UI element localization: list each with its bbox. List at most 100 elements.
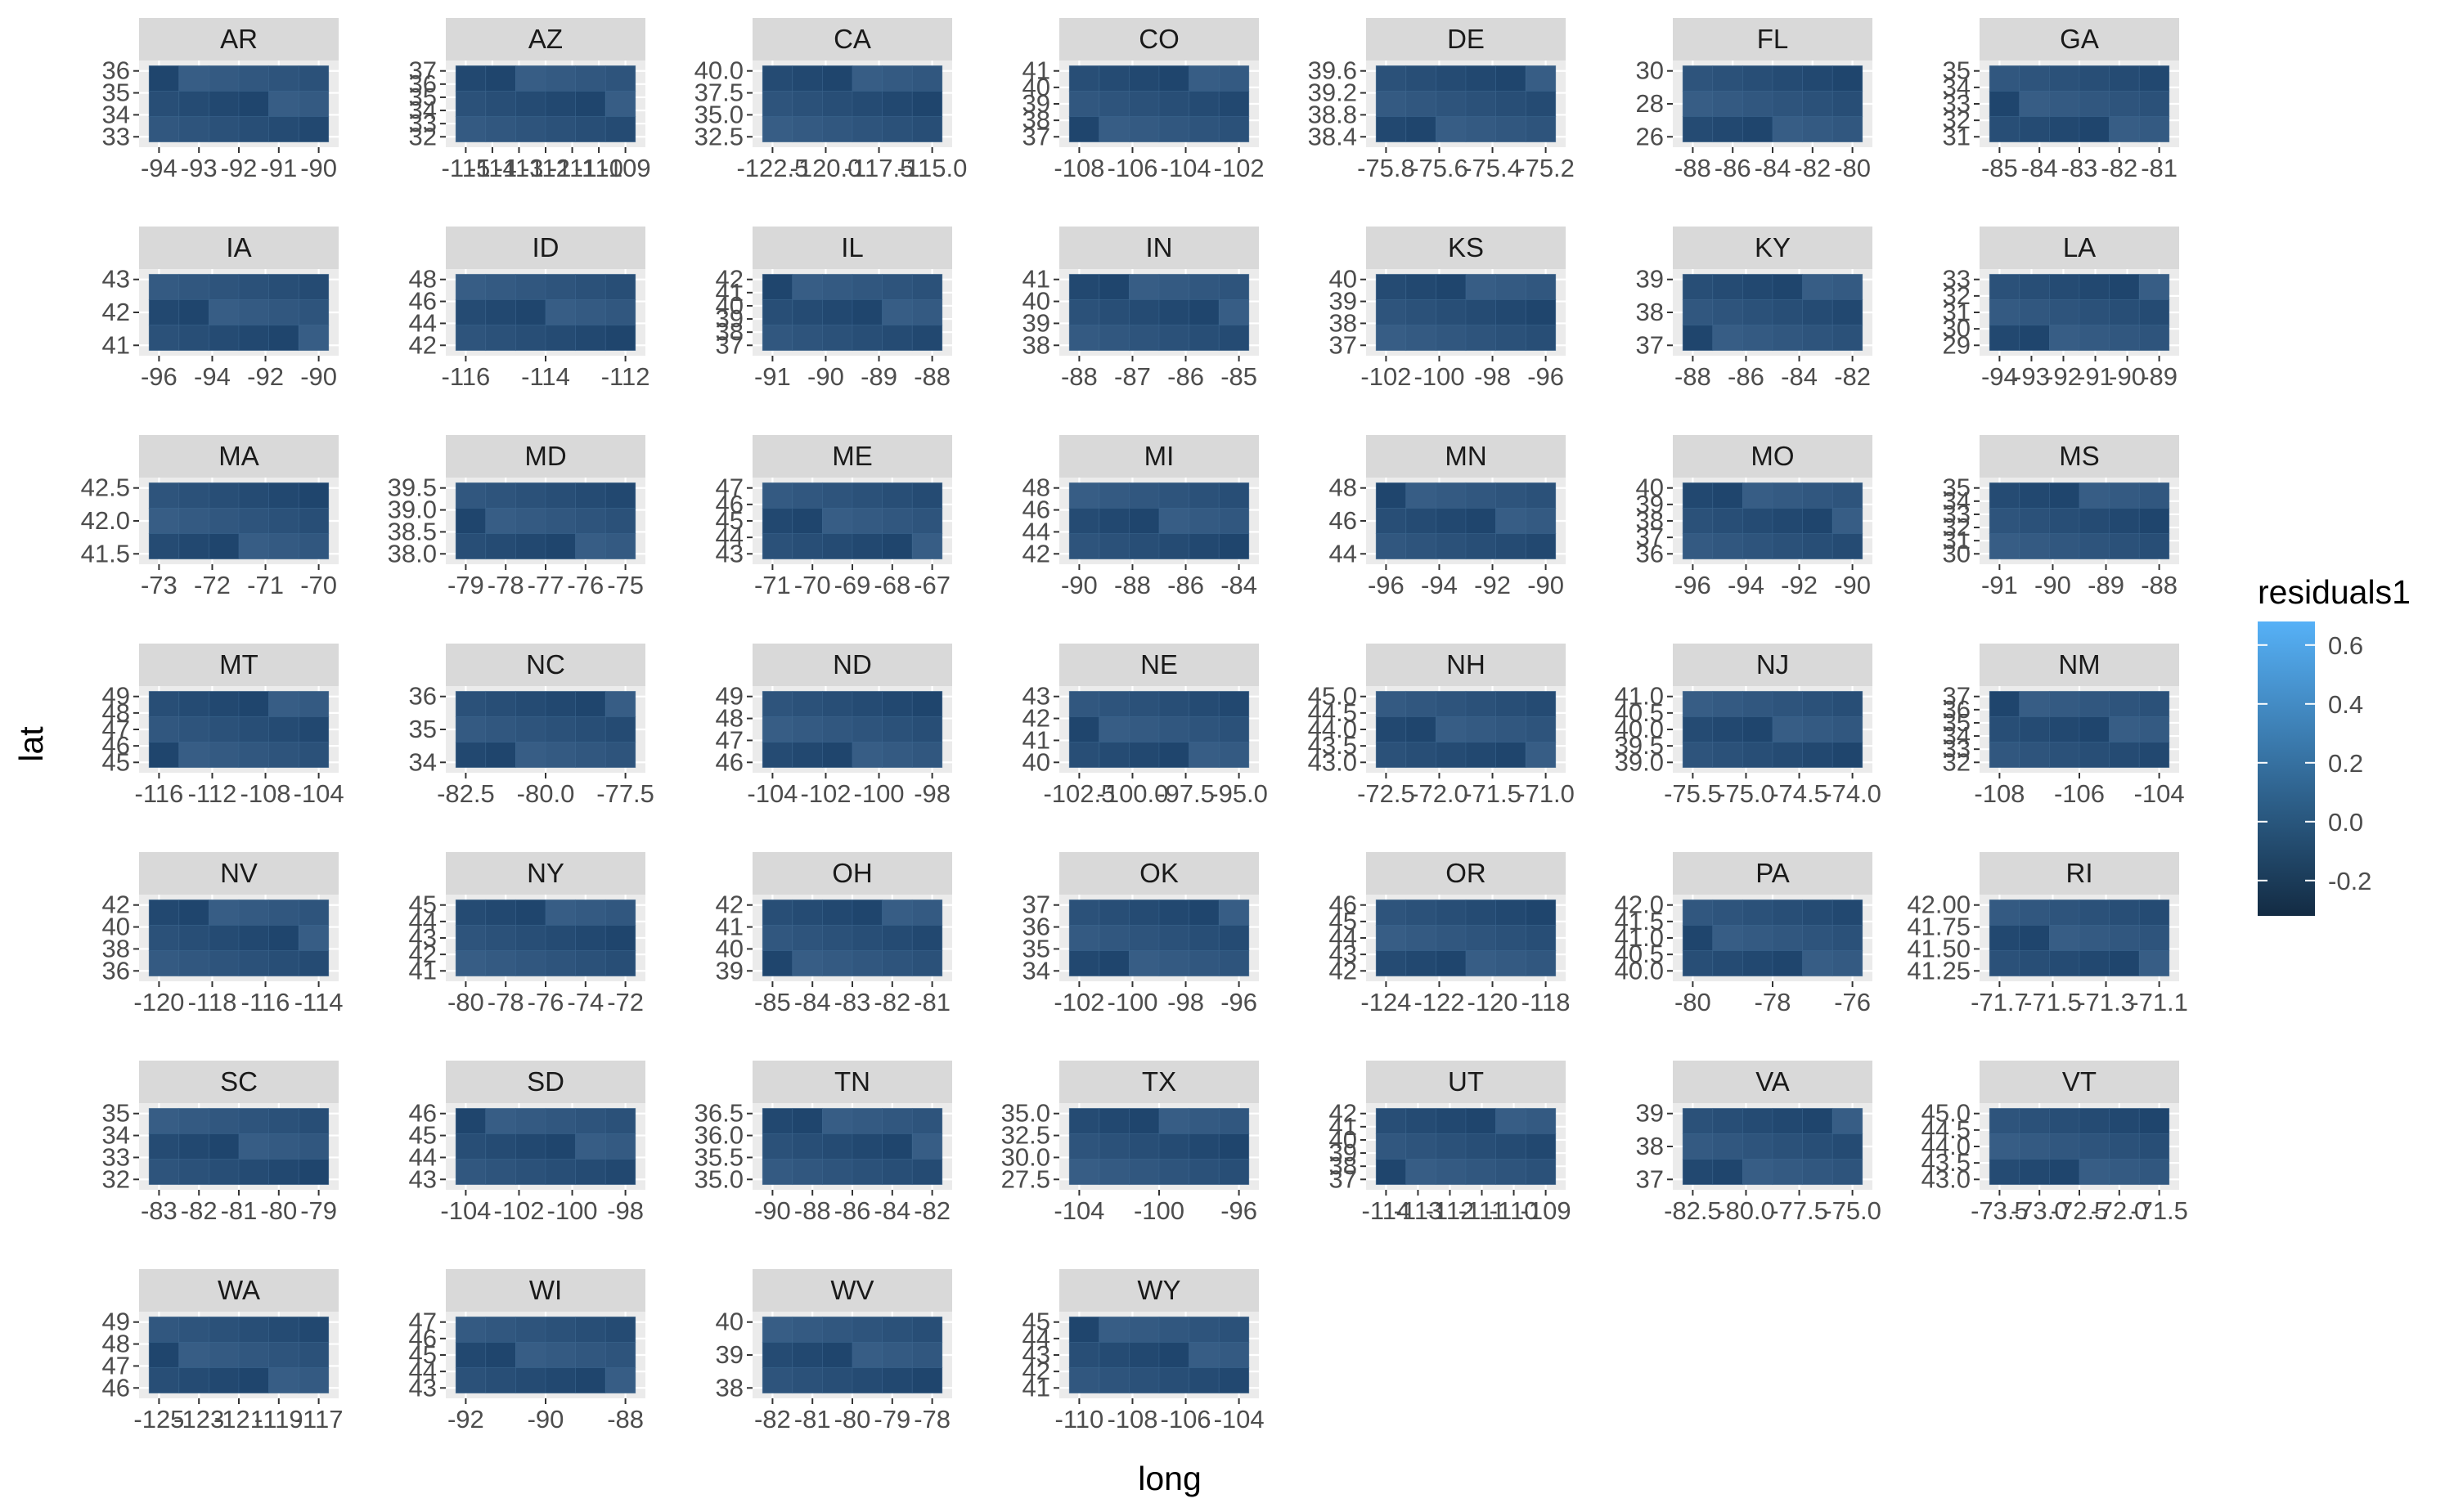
county-region	[178, 482, 209, 509]
county-region	[515, 482, 546, 509]
county-region	[2079, 1159, 2110, 1186]
facet-pa: PA -80 -78 -76 42.041.541.040.540.0	[1615, 852, 1872, 1016]
x-tick-label: -88	[2141, 571, 2178, 599]
county-region	[178, 116, 209, 143]
facet-strip	[1059, 227, 1259, 269]
county-region	[1465, 690, 1496, 717]
county-region	[178, 273, 209, 300]
county-region	[1989, 899, 2020, 926]
county-region	[911, 742, 943, 769]
county-region	[822, 65, 853, 92]
county-region	[1158, 299, 1189, 325]
facet-strip-label: PA	[1755, 858, 1790, 888]
x-tick-label: -75.2	[1517, 154, 1575, 182]
x-tick-label: -78	[488, 571, 524, 599]
x-tick-label: -102	[1054, 988, 1104, 1016]
x-tick-label: -82.5	[1664, 1196, 1722, 1225]
county-region	[148, 116, 180, 143]
legend-tick-label: -0.2	[2328, 867, 2371, 895]
x-tick-label: -122.5	[736, 154, 808, 182]
x-tick-label: -78	[1755, 988, 1791, 1016]
county-region	[1436, 1159, 1467, 1186]
county-region	[148, 273, 180, 300]
county-region	[575, 925, 606, 951]
county-region	[1099, 899, 1130, 926]
county-region	[605, 299, 636, 325]
county-region	[2048, 116, 2080, 143]
county-region	[911, 1316, 943, 1343]
county-region	[1802, 116, 1833, 143]
county-region	[515, 508, 546, 534]
x-tick-label: -75.0	[1717, 779, 1775, 808]
state-shape-sd	[455, 1107, 636, 1186]
county-region	[1832, 273, 1863, 300]
county-region	[605, 482, 636, 509]
county-region	[238, 299, 269, 325]
county-region	[2079, 325, 2110, 352]
facet-strip-label: WA	[218, 1275, 260, 1305]
x-tick-label: -77.5	[596, 779, 654, 808]
x-tick-label: -84	[874, 1196, 910, 1225]
county-region	[1158, 91, 1189, 117]
county-region	[1712, 1107, 1743, 1134]
x-tick-label: -125	[133, 1405, 184, 1433]
county-region	[1495, 508, 1526, 534]
county-region	[792, 950, 823, 977]
facet-strip-label: OK	[1139, 858, 1179, 888]
county-region	[1068, 325, 1100, 352]
county-region	[882, 716, 913, 743]
county-region	[1189, 273, 1220, 300]
x-tick-label: -89	[2088, 571, 2124, 599]
county-region	[1712, 273, 1743, 300]
county-region	[1189, 299, 1220, 325]
county-region	[1099, 925, 1130, 951]
county-region	[1989, 273, 2020, 300]
state-shape-ny	[455, 899, 636, 977]
county-region	[575, 1133, 606, 1160]
county-region	[1218, 690, 1250, 717]
y-tick-label: 47	[409, 1308, 437, 1336]
county-region	[268, 508, 299, 534]
y-tick-label: 44	[1329, 923, 1357, 952]
county-region	[1099, 950, 1130, 977]
y-tick-label: 38	[1636, 506, 1664, 535]
county-region	[2138, 299, 2170, 325]
county-region	[852, 716, 883, 743]
county-region	[178, 1367, 209, 1394]
x-tick-label: -90	[807, 362, 844, 391]
county-region	[208, 716, 240, 743]
county-region	[515, 1316, 546, 1343]
x-tick-label: -91	[260, 154, 297, 182]
y-tick-label: 38	[1022, 105, 1050, 134]
county-region	[1068, 925, 1100, 951]
county-region	[2019, 690, 2050, 717]
county-region	[1099, 1367, 1130, 1394]
county-region	[1158, 690, 1189, 717]
county-region	[1742, 299, 1773, 325]
county-region	[148, 1133, 180, 1160]
legend: residuals1 0.6 0.4 0.2 0.0 -0.2	[2258, 573, 2411, 916]
county-region	[1068, 1133, 1100, 1160]
county-region	[1158, 742, 1189, 769]
county-region	[792, 1316, 823, 1343]
facet-strip-label: VT	[2062, 1066, 2097, 1097]
county-region	[1495, 91, 1526, 117]
x-tick-label: -108	[1107, 1405, 1157, 1433]
y-tick-label: 35	[1943, 56, 1971, 85]
y-tick-label: 43	[1022, 1340, 1050, 1369]
county-region	[2048, 690, 2080, 717]
county-region	[1682, 273, 1714, 300]
county-region	[2109, 482, 2140, 509]
x-tick-label: -79	[300, 1196, 337, 1225]
x-tick-label: -91	[754, 362, 791, 391]
y-tick-label: 45	[409, 891, 437, 919]
facet-strip	[1059, 852, 1259, 895]
x-tick-label: -90	[1061, 571, 1098, 599]
x-tick-label: -92	[247, 362, 284, 391]
county-region	[1832, 950, 1863, 977]
x-tick-label: -100	[1107, 988, 1157, 1016]
county-region	[238, 1133, 269, 1160]
y-tick-label: 44.0	[1308, 715, 1357, 743]
county-region	[911, 91, 943, 117]
